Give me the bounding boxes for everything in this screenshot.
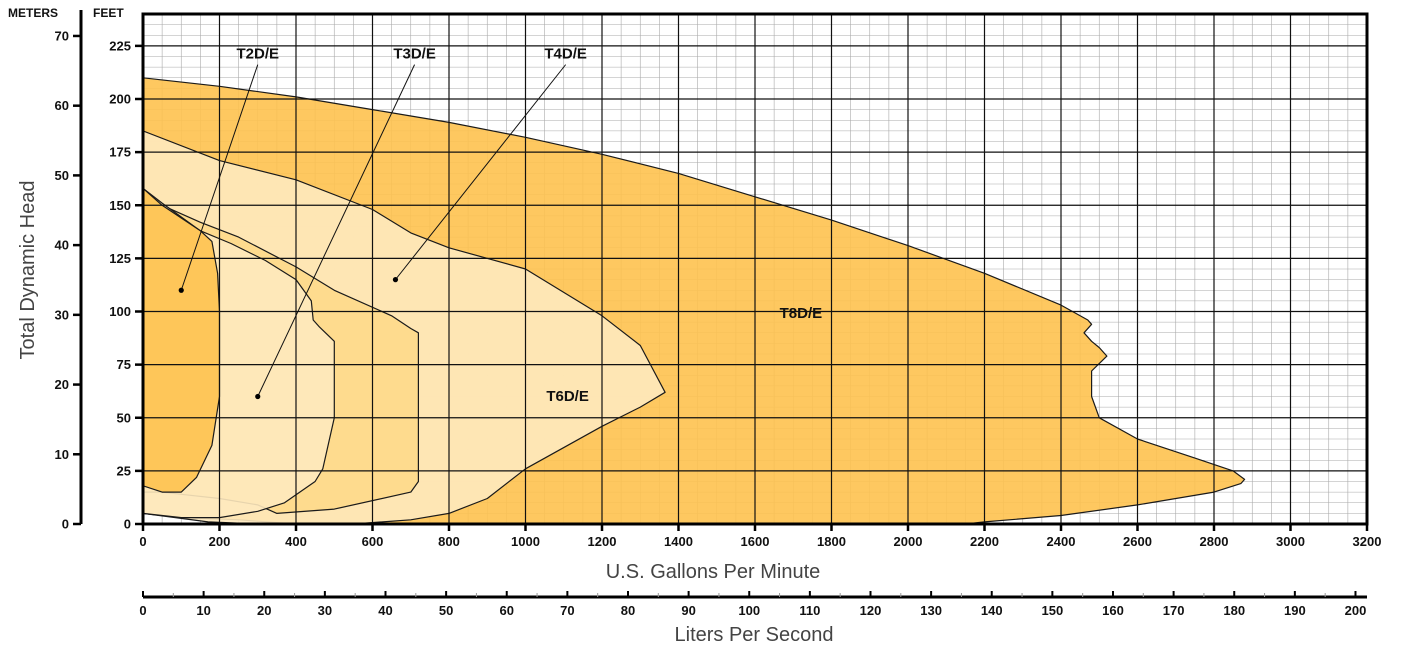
gpm-tick-label: 2400 [1047, 534, 1076, 549]
lps-tick-label: 20 [257, 603, 271, 618]
lps-tick-label: 140 [981, 603, 1003, 618]
meters-tick-label: 70 [55, 28, 69, 43]
lps-tick-label: 30 [318, 603, 332, 618]
y-axis-title: Total Dynamic Head [17, 181, 39, 360]
zone-labels: T8D/E T6D/E T2D/E T3D/E T4D/E [178, 46, 823, 405]
gpm-tick-label: 2000 [894, 534, 923, 549]
lps-tick-label: 160 [1102, 603, 1124, 618]
callout-label-t3d-e: T3D/E [393, 46, 436, 63]
gpm-tick-label: 800 [438, 534, 460, 549]
gpm-tick-label: 600 [362, 534, 384, 549]
callout-point [392, 277, 399, 283]
feet-tick-label: 225 [109, 38, 131, 53]
meters-tick-label: 40 [55, 238, 69, 253]
feet-tick-label: 100 [109, 304, 131, 319]
lps-tick-label: 180 [1223, 603, 1245, 618]
gpm-tick-label: 3200 [1353, 534, 1382, 549]
x2-axis-title: Liters Per Second [675, 624, 834, 646]
gpm-tick-label: 1600 [741, 534, 770, 549]
feet-tick-label: 200 [109, 92, 131, 107]
callout-leader-line [180, 64, 259, 291]
gpm-tick-label: 2600 [1123, 534, 1152, 549]
callout-point [178, 287, 184, 293]
gpm-tick-label: 1200 [588, 534, 617, 549]
meters-tick-label: 30 [55, 307, 69, 322]
feet-tick-label: 50 [117, 410, 131, 425]
meters-tick-label: 0 [62, 517, 69, 532]
feet-tick-label: 150 [109, 198, 131, 213]
meters-tick-label: 10 [55, 447, 69, 462]
lps-tick-label: 100 [738, 603, 760, 618]
feet-tick-label: 0 [124, 517, 131, 532]
lps-tick-label: 50 [439, 603, 453, 618]
gpm-tick-label: 1800 [817, 534, 846, 549]
lps-tick-label: 200 [1345, 603, 1367, 618]
lps-tick-label: 40 [378, 603, 392, 618]
lps-tick-label: 190 [1284, 603, 1306, 618]
zone-label-t8d-e: T8D/E [780, 305, 823, 322]
gpm-tick-label: 0 [139, 534, 146, 549]
gpm-tick-label: 1000 [511, 534, 540, 549]
lps-tick-label: 170 [1163, 603, 1185, 618]
lps-tick-label: 90 [681, 603, 695, 618]
meters-tick-label: 50 [55, 168, 69, 183]
lps-tick-label: 130 [920, 603, 942, 618]
curve-areas [143, 77, 1246, 524]
callout-leader-line [257, 64, 416, 397]
axes: METERS FEET U.S. Gallons Per Minute Lite… [8, 6, 1381, 646]
lps-tick-label: 110 [799, 603, 820, 618]
gpm-tick-label: 3000 [1276, 534, 1305, 549]
gpm-tick-label: 2200 [970, 534, 999, 549]
feet-tick-label: 125 [109, 251, 131, 266]
lps-tick-label: 80 [621, 603, 635, 618]
left-unit-label: METERS [8, 6, 58, 20]
callout-leader-line [395, 64, 567, 280]
callout-point [255, 393, 261, 400]
lps-tick-label: 10 [196, 603, 210, 618]
x-axis-title: U.S. Gallons Per Minute [606, 561, 821, 583]
meters-tick-label: 20 [55, 377, 69, 392]
callout-label-t2d-e: T2D/E [236, 46, 279, 63]
lps-tick-label: 70 [560, 603, 574, 618]
gpm-tick-label: 2800 [1200, 534, 1229, 549]
feet-tick-label: 175 [109, 145, 131, 160]
feet-tick-label: 75 [117, 357, 131, 372]
lps-tick-label: 0 [139, 603, 146, 618]
lps-tick-label: 150 [1042, 603, 1064, 618]
gpm-tick-label: 200 [209, 534, 231, 549]
feet-tick-label: 25 [117, 463, 131, 478]
callout-label-t4d-e: T4D/E [544, 46, 587, 63]
gpm-tick-label: 1400 [664, 534, 693, 549]
meters-tick-label: 60 [55, 98, 69, 113]
right-unit-label: FEET [93, 6, 124, 20]
zone-label-t6d-e: T6D/E [546, 388, 589, 405]
lps-tick-label: 60 [500, 603, 514, 618]
gpm-tick-label: 400 [285, 534, 307, 549]
lps-tick-label: 120 [860, 603, 882, 618]
plot-frame [141, 12, 1369, 526]
